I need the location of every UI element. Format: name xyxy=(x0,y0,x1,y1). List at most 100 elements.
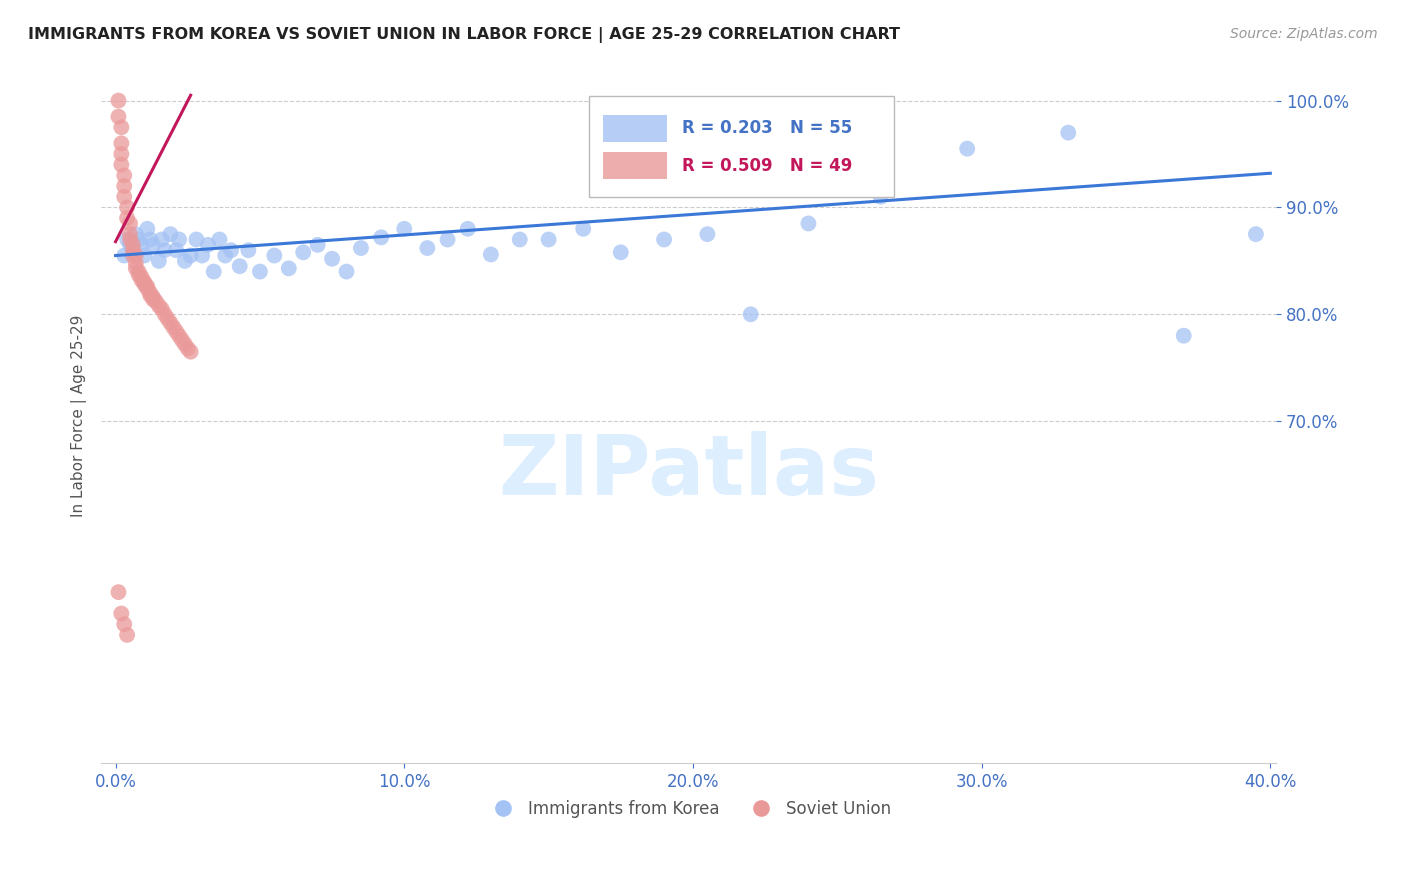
Point xyxy=(572,222,595,236)
Point xyxy=(214,248,236,262)
Point xyxy=(112,179,135,194)
Point xyxy=(142,293,165,307)
Point xyxy=(148,299,170,313)
Point xyxy=(153,243,176,257)
Point xyxy=(335,264,357,278)
Point xyxy=(457,222,479,236)
Point xyxy=(128,232,150,246)
Legend: Immigrants from Korea, Soviet Union: Immigrants from Korea, Soviet Union xyxy=(479,793,898,824)
FancyBboxPatch shape xyxy=(589,96,894,197)
Point xyxy=(740,307,762,321)
Point xyxy=(249,264,271,278)
Point xyxy=(112,190,135,204)
Point xyxy=(145,294,167,309)
Point xyxy=(228,259,250,273)
Point xyxy=(115,211,138,226)
Point xyxy=(112,169,135,183)
Point xyxy=(180,248,202,262)
Point xyxy=(136,279,159,293)
Point xyxy=(128,264,150,278)
Text: R = 0.203   N = 55: R = 0.203 N = 55 xyxy=(682,120,852,137)
Point xyxy=(159,227,181,242)
Text: ZIPatlas: ZIPatlas xyxy=(498,431,879,512)
Point xyxy=(122,248,145,262)
Point xyxy=(139,288,162,302)
Point xyxy=(148,253,170,268)
Point xyxy=(107,94,129,108)
Point xyxy=(125,248,148,262)
Y-axis label: In Labor Force | Age 25-29: In Labor Force | Age 25-29 xyxy=(72,315,87,517)
Point xyxy=(219,243,242,257)
Point xyxy=(134,277,156,292)
Point xyxy=(652,232,675,246)
Text: IMMIGRANTS FROM KOREA VS SOVIET UNION IN LABOR FORCE | AGE 25-29 CORRELATION CHA: IMMIGRANTS FROM KOREA VS SOVIET UNION IN… xyxy=(28,27,900,43)
Point xyxy=(118,232,141,246)
Point xyxy=(131,269,153,284)
Point xyxy=(165,325,187,339)
Point xyxy=(118,217,141,231)
Point xyxy=(162,320,184,334)
Point xyxy=(136,222,159,236)
Point xyxy=(956,142,979,156)
Point xyxy=(131,237,153,252)
Point xyxy=(263,248,285,262)
Point xyxy=(131,273,153,287)
Point xyxy=(115,201,138,215)
Point xyxy=(112,617,135,632)
Point xyxy=(118,227,141,242)
Point xyxy=(125,261,148,276)
Point xyxy=(197,237,219,252)
Point xyxy=(537,232,560,246)
Point xyxy=(1173,328,1195,343)
Point xyxy=(110,120,132,135)
Point xyxy=(110,136,132,151)
Point xyxy=(153,307,176,321)
Point xyxy=(136,282,159,296)
Point xyxy=(180,344,202,359)
Point xyxy=(156,311,179,326)
Bar xyxy=(603,153,668,179)
Point xyxy=(170,333,193,347)
Bar xyxy=(603,115,668,142)
Point xyxy=(173,337,195,351)
Point xyxy=(115,232,138,246)
Point xyxy=(142,290,165,304)
Point xyxy=(150,232,173,246)
Point xyxy=(134,248,156,262)
Point xyxy=(139,232,162,246)
Point xyxy=(107,585,129,599)
Point xyxy=(186,232,208,246)
Point xyxy=(479,247,502,261)
Point xyxy=(150,301,173,316)
Point xyxy=(238,243,260,257)
Point xyxy=(416,241,439,255)
Point xyxy=(307,237,329,252)
Point xyxy=(110,607,132,621)
Point xyxy=(350,241,373,255)
Point xyxy=(122,243,145,257)
Point xyxy=(370,230,392,244)
Point xyxy=(110,147,132,161)
Point xyxy=(139,285,162,300)
Point xyxy=(110,158,132,172)
Point xyxy=(394,222,416,236)
Point xyxy=(869,190,891,204)
Point xyxy=(128,268,150,282)
Point xyxy=(797,217,820,231)
Point xyxy=(142,237,165,252)
Point xyxy=(436,232,458,246)
Point xyxy=(1057,126,1080,140)
Point xyxy=(115,628,138,642)
Point xyxy=(277,261,299,276)
Point xyxy=(696,227,718,242)
Point xyxy=(125,227,148,242)
Point xyxy=(292,245,315,260)
Point xyxy=(107,110,129,124)
Point xyxy=(509,232,531,246)
Point xyxy=(122,237,145,252)
Text: R = 0.509   N = 49: R = 0.509 N = 49 xyxy=(682,157,852,175)
Point xyxy=(125,256,148,270)
Point xyxy=(321,252,343,266)
Point xyxy=(202,264,225,278)
Point xyxy=(122,243,145,257)
